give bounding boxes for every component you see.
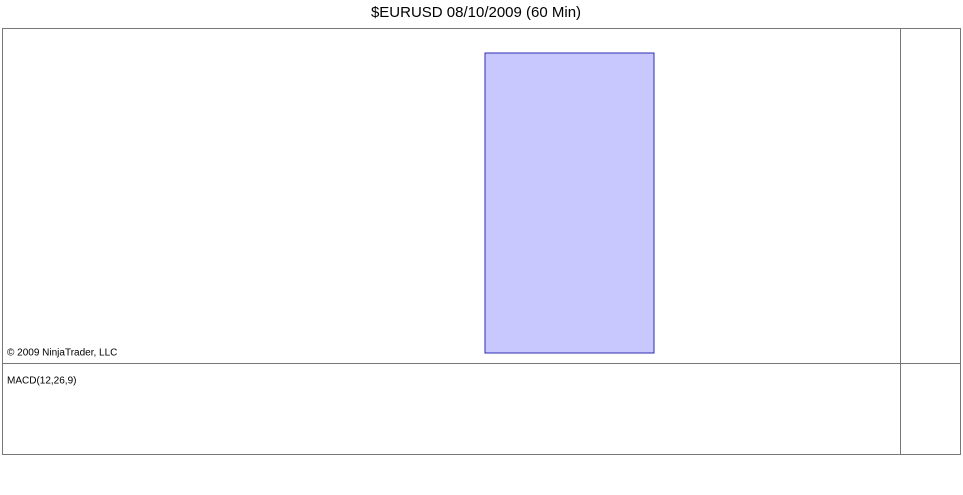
copyright: © 2009 NinjaTrader, LLC: [7, 348, 117, 359]
chart-title: $EURUSD 08/10/2009 (60 Min): [371, 4, 581, 21]
indicator-title: MACD(12,26,9): [7, 376, 76, 387]
frame: [2, 28, 961, 455]
highlight-region: [484, 52, 655, 354]
